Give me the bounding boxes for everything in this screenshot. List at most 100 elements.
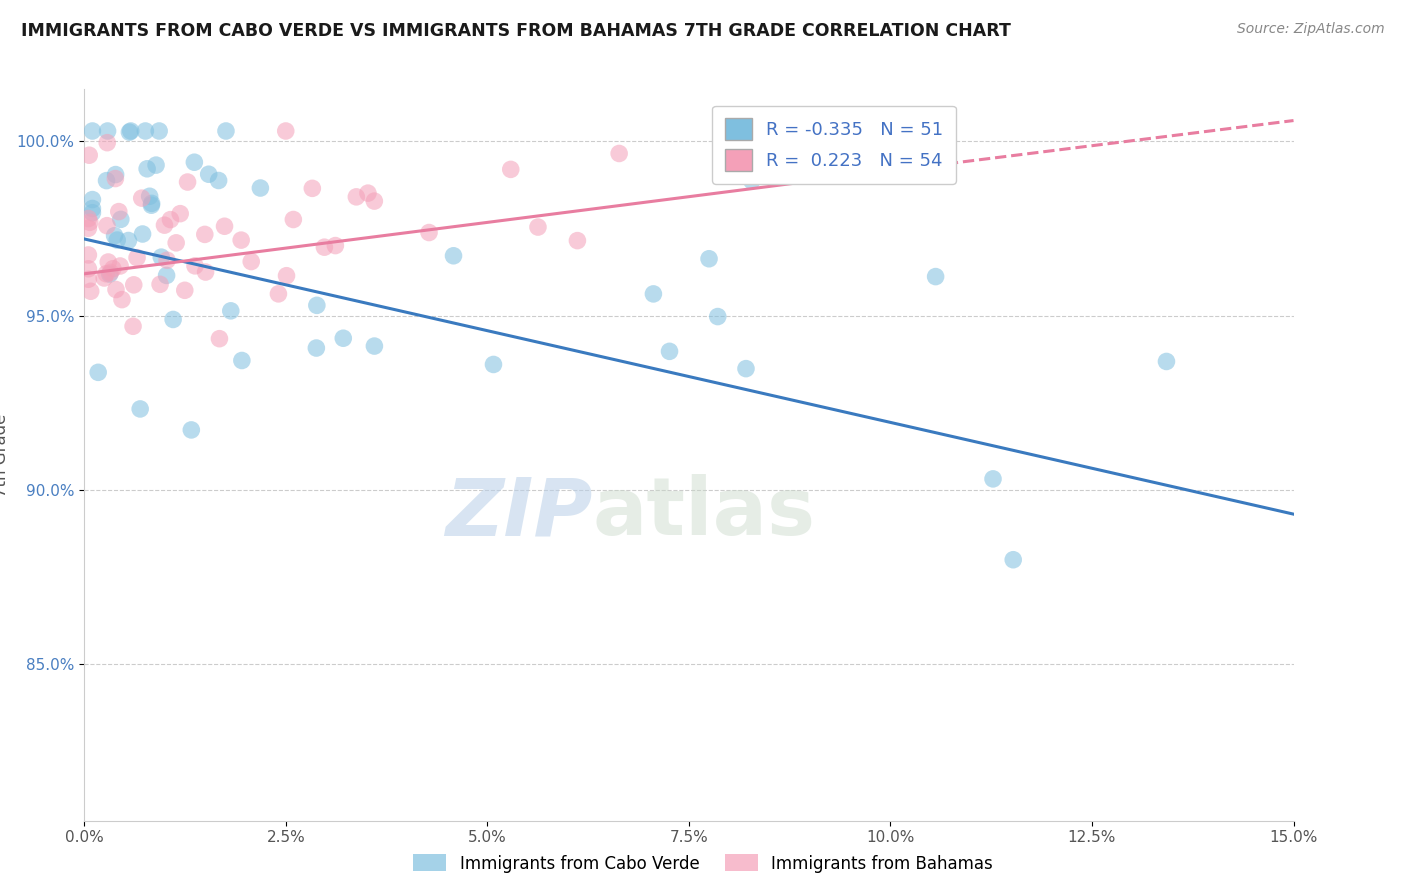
Point: [219, 303, 242, 318]
Point: [155, 268, 177, 283]
Point: [240, 254, 263, 268]
Point: [165, 235, 187, 250]
Text: atlas: atlas: [592, 475, 815, 552]
Point: [332, 331, 354, 345]
Point: [93, 271, 115, 285]
Point: [249, 181, 271, 195]
Point: [325, 238, 347, 252]
Point: [706, 310, 728, 324]
Point: [981, 472, 1004, 486]
Point: [150, 250, 173, 264]
Point: [104, 171, 127, 186]
Point: [305, 341, 328, 355]
Point: [924, 269, 946, 284]
Point: [443, 249, 465, 263]
Point: [105, 233, 128, 247]
Point: [215, 124, 238, 138]
Point: [125, 251, 148, 265]
Point: [567, 234, 589, 248]
Point: [527, 220, 550, 235]
Point: [658, 344, 681, 359]
Point: [82, 205, 104, 219]
Legend: Immigrants from Cabo Verde, Immigrants from Bahamas: Immigrants from Cabo Verde, Immigrants f…: [406, 847, 1000, 880]
Point: [77, 148, 100, 162]
Point: [97, 124, 120, 138]
Point: [231, 353, 253, 368]
Point: [148, 124, 170, 138]
Point: [77, 211, 100, 226]
Point: [735, 361, 758, 376]
Point: [197, 167, 219, 181]
Text: IMMIGRANTS FROM CABO VERDE VS IMMIGRANTS FROM BAHAMAS 7TH GRADE CORRELATION CHAR: IMMIGRANTS FROM CABO VERDE VS IMMIGRANTS…: [21, 22, 1011, 40]
Point: [159, 212, 181, 227]
Point: [101, 261, 124, 276]
Point: [208, 332, 231, 346]
Point: [1002, 553, 1025, 567]
Point: [153, 218, 176, 232]
Point: [176, 175, 198, 189]
Point: [607, 146, 630, 161]
Point: [80, 285, 103, 299]
Point: [79, 215, 101, 229]
Point: [643, 286, 665, 301]
Text: Source: ZipAtlas.com: Source: ZipAtlas.com: [1237, 22, 1385, 37]
Point: [741, 174, 763, 188]
Point: [274, 124, 297, 138]
Point: [231, 233, 253, 247]
Point: [111, 293, 134, 307]
Point: [98, 267, 121, 281]
Point: [183, 155, 205, 169]
Point: [96, 267, 118, 281]
Point: [301, 181, 323, 195]
Point: [194, 227, 217, 242]
Point: [100, 265, 122, 279]
Point: [131, 191, 153, 205]
Point: [104, 228, 127, 243]
Point: [149, 277, 172, 292]
Point: [82, 193, 104, 207]
Y-axis label: 7th Grade: 7th Grade: [0, 413, 10, 497]
Point: [207, 173, 229, 187]
Point: [145, 158, 167, 172]
Point: [162, 312, 184, 326]
Point: [107, 204, 129, 219]
Point: [180, 423, 202, 437]
Point: [104, 283, 127, 297]
Point: [131, 227, 153, 241]
Point: [110, 212, 132, 227]
Point: [134, 124, 156, 138]
Point: [108, 259, 131, 273]
Point: [136, 161, 159, 176]
Point: [283, 212, 305, 227]
Point: [129, 401, 152, 416]
Point: [697, 252, 720, 266]
Point: [122, 319, 145, 334]
Point: [120, 124, 142, 138]
Point: [482, 358, 505, 372]
Point: [363, 339, 385, 353]
Point: [104, 168, 127, 182]
Point: [169, 207, 191, 221]
Point: [117, 234, 139, 248]
Legend: R = -0.335   N = 51, R =  0.223   N = 54: R = -0.335 N = 51, R = 0.223 N = 54: [711, 105, 956, 184]
Point: [314, 240, 336, 254]
Point: [87, 365, 110, 379]
Point: [96, 219, 118, 233]
Point: [276, 268, 298, 283]
Point: [77, 272, 100, 286]
Point: [77, 261, 100, 276]
Text: ZIP: ZIP: [444, 475, 592, 552]
Point: [141, 196, 163, 211]
Point: [363, 194, 385, 208]
Point: [97, 255, 120, 269]
Point: [173, 283, 195, 297]
Point: [357, 186, 380, 201]
Point: [267, 286, 290, 301]
Point: [156, 253, 179, 268]
Point: [122, 277, 145, 292]
Point: [77, 248, 100, 262]
Point: [96, 173, 118, 187]
Point: [77, 221, 100, 235]
Point: [418, 226, 440, 240]
Point: [82, 202, 104, 216]
